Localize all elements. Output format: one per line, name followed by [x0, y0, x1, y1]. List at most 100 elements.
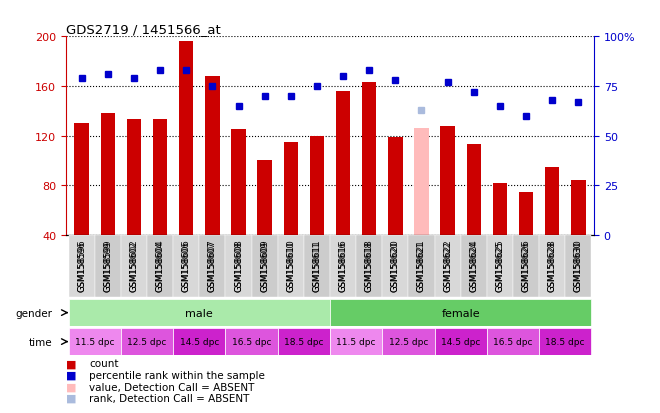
- Bar: [304, 235, 330, 297]
- Text: GSM158630: GSM158630: [574, 239, 583, 291]
- Text: GSM158620: GSM158620: [391, 239, 400, 291]
- Bar: [199, 235, 226, 297]
- Text: value, Detection Call = ABSENT: value, Detection Call = ABSENT: [89, 382, 255, 392]
- Bar: [440, 126, 455, 285]
- Bar: [330, 299, 591, 326]
- Text: GSM158607: GSM158607: [208, 239, 217, 291]
- Text: ■: ■: [66, 358, 77, 368]
- Text: GSM158609: GSM158609: [260, 240, 269, 291]
- Text: male: male: [185, 308, 213, 318]
- Text: GSM158602: GSM158602: [129, 239, 139, 291]
- Text: GSM158608: GSM158608: [234, 240, 243, 291]
- Bar: [414, 129, 429, 285]
- Text: GSM158606: GSM158606: [182, 240, 191, 291]
- Bar: [539, 328, 591, 355]
- Text: 14.5 dpc: 14.5 dpc: [441, 337, 480, 346]
- Bar: [257, 161, 272, 285]
- Bar: [251, 235, 278, 297]
- Bar: [382, 328, 434, 355]
- Text: GSM158604: GSM158604: [156, 240, 164, 291]
- Bar: [493, 183, 507, 285]
- Bar: [69, 328, 121, 355]
- Bar: [382, 235, 409, 297]
- Bar: [179, 42, 193, 285]
- Text: GSM158596: GSM158596: [77, 239, 86, 291]
- Bar: [513, 235, 539, 297]
- Bar: [330, 328, 382, 355]
- Text: GSM158599: GSM158599: [104, 239, 112, 291]
- Text: GSM158622: GSM158622: [443, 240, 452, 291]
- Bar: [467, 145, 481, 285]
- Text: GSM158604: GSM158604: [156, 239, 164, 291]
- Text: GSM158596: GSM158596: [77, 240, 86, 291]
- Text: GSM158630: GSM158630: [574, 240, 583, 291]
- Bar: [409, 235, 434, 297]
- Text: GSM158602: GSM158602: [129, 240, 139, 291]
- Bar: [75, 124, 89, 285]
- Text: ■: ■: [66, 382, 77, 392]
- Text: percentile rank within the sample: percentile rank within the sample: [89, 370, 265, 380]
- Text: GSM158611: GSM158611: [312, 239, 321, 291]
- Text: 18.5 dpc: 18.5 dpc: [546, 337, 585, 346]
- Text: 16.5 dpc: 16.5 dpc: [232, 337, 271, 346]
- Text: 14.5 dpc: 14.5 dpc: [180, 337, 219, 346]
- Bar: [173, 328, 226, 355]
- Text: 11.5 dpc: 11.5 dpc: [337, 337, 376, 346]
- Bar: [205, 77, 220, 285]
- Bar: [356, 235, 382, 297]
- Bar: [545, 167, 560, 285]
- Text: 12.5 dpc: 12.5 dpc: [127, 337, 167, 346]
- Bar: [487, 235, 513, 297]
- Text: GSM158621: GSM158621: [417, 240, 426, 291]
- Bar: [121, 328, 173, 355]
- Text: GSM158609: GSM158609: [260, 239, 269, 291]
- Text: GSM158618: GSM158618: [365, 239, 374, 291]
- Text: GSM158626: GSM158626: [521, 239, 531, 291]
- Bar: [487, 328, 539, 355]
- Text: ■: ■: [66, 393, 77, 403]
- Text: ■: ■: [66, 370, 77, 380]
- Bar: [461, 235, 487, 297]
- Text: GSM158628: GSM158628: [548, 240, 556, 291]
- Text: 18.5 dpc: 18.5 dpc: [284, 337, 323, 346]
- Text: GSM158606: GSM158606: [182, 239, 191, 291]
- Text: GSM158608: GSM158608: [234, 239, 243, 291]
- Bar: [284, 142, 298, 285]
- Bar: [127, 120, 141, 285]
- Bar: [519, 192, 533, 285]
- Text: count: count: [89, 358, 119, 368]
- Bar: [434, 328, 487, 355]
- Bar: [226, 328, 278, 355]
- Text: GSM158628: GSM158628: [548, 239, 556, 291]
- Bar: [362, 83, 376, 285]
- Bar: [95, 235, 121, 297]
- Bar: [69, 235, 95, 297]
- Text: GSM158611: GSM158611: [312, 240, 321, 291]
- Text: GSM158616: GSM158616: [339, 240, 348, 291]
- Text: GDS2719 / 1451566_at: GDS2719 / 1451566_at: [66, 23, 220, 36]
- Text: GSM158624: GSM158624: [469, 240, 478, 291]
- Bar: [69, 299, 330, 326]
- Bar: [226, 235, 251, 297]
- Text: 16.5 dpc: 16.5 dpc: [493, 337, 533, 346]
- Bar: [153, 120, 167, 285]
- Text: GSM158625: GSM158625: [496, 239, 504, 291]
- Bar: [100, 114, 115, 285]
- Text: GSM158599: GSM158599: [104, 240, 112, 291]
- Bar: [310, 136, 324, 285]
- Text: GSM158626: GSM158626: [521, 240, 531, 291]
- Bar: [330, 235, 356, 297]
- Bar: [565, 235, 591, 297]
- Bar: [147, 235, 173, 297]
- Bar: [173, 235, 199, 297]
- Text: 12.5 dpc: 12.5 dpc: [389, 337, 428, 346]
- Text: GSM158622: GSM158622: [443, 239, 452, 291]
- Bar: [388, 138, 403, 285]
- Text: GSM158625: GSM158625: [496, 240, 504, 291]
- Bar: [571, 181, 585, 285]
- Text: GSM158618: GSM158618: [365, 240, 374, 291]
- Text: GSM158621: GSM158621: [417, 239, 426, 291]
- Text: gender: gender: [16, 308, 53, 318]
- Text: GSM158616: GSM158616: [339, 239, 348, 291]
- Bar: [539, 235, 565, 297]
